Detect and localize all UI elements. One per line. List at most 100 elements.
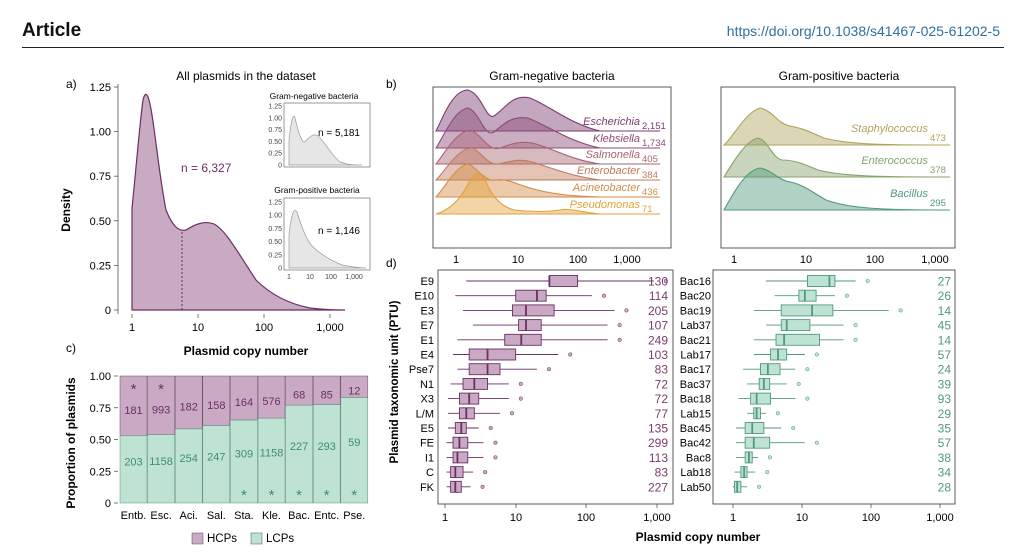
figure: a) All plasmids in the dataset Density 0… (59, 69, 956, 545)
bar-hcp-Entc. (312, 375, 341, 405)
ptu-label: Bac45 (680, 423, 711, 435)
ridge-genus-label: Bacillus (890, 188, 928, 200)
doi-link[interactable]: https://doi.org/10.1038/s41467-025-61202… (726, 23, 1000, 39)
ptu-n-label: 107 (648, 319, 668, 333)
bar-hcp-count: 85 (321, 389, 333, 401)
panel-d-pos-frame (712, 269, 956, 505)
inset-neg-n: n = 5,181 (318, 128, 360, 139)
bar-lcp-Entb. (119, 435, 148, 504)
panel-b-neg-title: Gram-negative bacteria (489, 69, 615, 83)
outlier-point (844, 293, 849, 298)
bar-hcp-count: 182 (180, 401, 198, 413)
ridge-genus-label: Acinetobacter (572, 182, 642, 194)
legend-hcp-label: HCPs (207, 533, 237, 545)
article-label: Article (22, 20, 82, 41)
ridge-escherichia (435, 89, 601, 132)
panel-c-y-ticks: 0 0.25 0.50 0.75 1.00 (90, 371, 118, 510)
page-header: Article https://doi.org/10.1038/s41467-0… (0, 0, 1024, 48)
box (780, 304, 834, 317)
outlier-point (509, 411, 515, 416)
y-tick-label: 0.50 (90, 435, 111, 447)
bar-hcp-count: 158 (207, 400, 225, 412)
ptu-label: I1 (425, 452, 434, 464)
ptu-label: E7 (421, 320, 434, 332)
panel-b: b) Gram-negative bacteria Gram-positive … (386, 69, 956, 266)
panel-d: d) Plasmid taxonomic unit (PTU) E9 130 E10… (386, 256, 956, 544)
legend-hcp-swatch (191, 532, 204, 545)
bar-lcp-star: * (269, 487, 275, 504)
y-tick-label: 0.25 (90, 260, 111, 272)
ptu-n-label: 27 (938, 275, 952, 289)
outlier-point (791, 425, 796, 431)
panel-c-label: c) (66, 341, 76, 355)
panel-d-neg-frame (437, 269, 674, 505)
panel-d-ylabel: Plasmid taxonomic unit (PTU) (389, 300, 401, 463)
ptu-label: Bac42 (680, 438, 711, 450)
outlier-point (853, 337, 858, 342)
box (462, 377, 488, 390)
ridge-bacillus (723, 167, 941, 211)
box (744, 436, 771, 449)
ridge-n-label: 1,734 (642, 138, 666, 149)
legend-lcp-swatch (250, 532, 263, 545)
inset-y-tick-label: 0 (278, 163, 282, 170)
inset-y-tick-label: 1.25 (268, 104, 282, 111)
inset-y-tick-label: 1.00 (268, 213, 282, 220)
ptu-n-label: 72 (655, 377, 669, 391)
bar-hcp-Esc. (147, 375, 175, 435)
ptu-n-label: 24 (938, 363, 952, 377)
box (750, 392, 771, 405)
bar-genus-label: Bac. (288, 510, 310, 522)
bar-lcp-Esc. (147, 434, 175, 504)
panel-c-bars: 181 203 * Entb. 993 1158 * Esc. 182 254 Aci. 158 247… (119, 375, 369, 522)
y-tick-label: 0 (105, 498, 111, 510)
box (798, 289, 817, 302)
inset-y-tick-label: 0.75 (268, 127, 282, 134)
outlier-point (853, 323, 858, 328)
x-tick-label: 1,000 (316, 322, 344, 334)
outlier-point (493, 455, 498, 460)
panel-a: a) All plasmids in the dataset Density 0… (59, 69, 371, 358)
ptu-label: FE (420, 438, 434, 450)
bar-hcp-star: * (158, 381, 164, 398)
ptu-n-label: 26 (938, 289, 952, 303)
box (504, 333, 542, 346)
outlier-point (805, 396, 810, 401)
ptu-n-label: 35 (938, 422, 952, 436)
box (452, 451, 469, 464)
ptu-label: E4 (421, 350, 434, 362)
ptu-n-label: 77 (655, 407, 669, 421)
outlier-point (546, 367, 551, 372)
ptu-n-label: 57 (938, 348, 952, 362)
ptu-n-label: 83 (655, 466, 669, 480)
ptu-n-label: 93 (938, 392, 952, 406)
bar-lcp-Entc. (312, 404, 341, 504)
outlier-point (601, 293, 606, 298)
panel-d-label: d) (386, 256, 397, 270)
ptu-label: E3 (421, 305, 434, 317)
x-tick-label: 10 (192, 322, 204, 334)
bar-genus-label: Pse. (343, 510, 365, 522)
inset-y-tick-label: 0.25 (268, 252, 282, 259)
bar-lcp-count: 227 (290, 441, 308, 453)
bar-genus-label: Sta. (234, 510, 254, 522)
bar-lcp-star: * (324, 487, 330, 504)
box (780, 319, 811, 332)
x-tick-label: 100 (569, 254, 587, 266)
bar-lcp-count: 309 (235, 449, 253, 461)
panel-b-pos-frame (720, 86, 956, 249)
box (775, 333, 821, 346)
x-tick-label: 1 (731, 254, 737, 266)
ptu-n-label: 39 (938, 377, 952, 391)
x-tick-label: 1,000 (926, 512, 954, 524)
ptu-label: C (426, 467, 434, 479)
ptu-n-label: 249 (648, 333, 668, 347)
outlier-point (814, 440, 819, 445)
outlier-point (624, 308, 629, 313)
ridge-staphylococcus (722, 107, 941, 146)
x-tick-label: 100 (255, 322, 273, 334)
ridge-enterococcus (723, 137, 941, 178)
bar-lcp-count: 59 (348, 437, 360, 449)
ptu-n-label: 29 (938, 407, 952, 421)
inset-gram-positive: Gram-positive bacteria n = 1,146 0 0.25 0.… (268, 185, 371, 281)
